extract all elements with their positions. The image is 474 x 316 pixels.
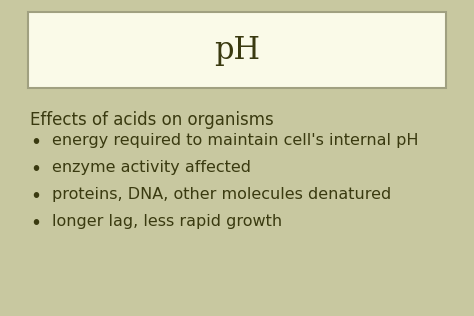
Text: Effects of acids on organisms: Effects of acids on organisms <box>30 111 274 129</box>
Text: proteins, DNA, other molecules denatured: proteins, DNA, other molecules denatured <box>52 187 391 202</box>
Text: pH: pH <box>214 34 260 65</box>
Text: •: • <box>30 133 41 152</box>
Text: enzyme activity affected: enzyme activity affected <box>52 160 251 175</box>
Text: •: • <box>30 187 41 206</box>
Text: •: • <box>30 160 41 179</box>
Text: longer lag, less rapid growth: longer lag, less rapid growth <box>52 214 282 229</box>
Text: energy required to maintain cell's internal pH: energy required to maintain cell's inter… <box>52 133 419 148</box>
Text: •: • <box>30 214 41 233</box>
Bar <box>28 12 446 88</box>
